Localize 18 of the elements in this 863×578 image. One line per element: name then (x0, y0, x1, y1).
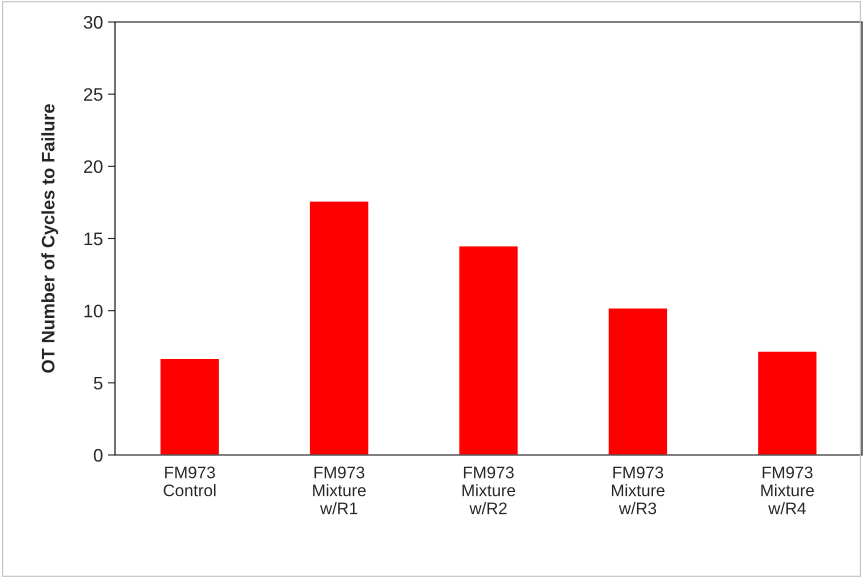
bar (308, 200, 370, 455)
y-tick-label: 25 (84, 88, 102, 101)
y-tick-label: 15 (84, 232, 102, 246)
y-tick-label: 10 (84, 304, 102, 318)
y-tick-label: 0 (94, 448, 102, 462)
bar (756, 350, 818, 455)
x-tick-label: FM973 Mixture w/R3 (612, 466, 664, 514)
bar (458, 245, 520, 455)
x-tick-label: FM973 Mixture w/R2 (462, 466, 516, 514)
y-axis-title: OT Number of Cycles to Failure (41, 104, 58, 373)
x-tick-label: FM973 Mixture w/R1 (313, 466, 366, 514)
x-tick-label: FM973 Control (164, 466, 216, 496)
x-tick-label: FM973 Mixture w/R4 (761, 466, 814, 514)
bar (159, 358, 220, 455)
y-tick-label: 30 (84, 16, 102, 29)
y-tick-label: 5 (94, 376, 102, 390)
y-tick-label: 20 (84, 160, 102, 174)
bar (607, 307, 668, 455)
